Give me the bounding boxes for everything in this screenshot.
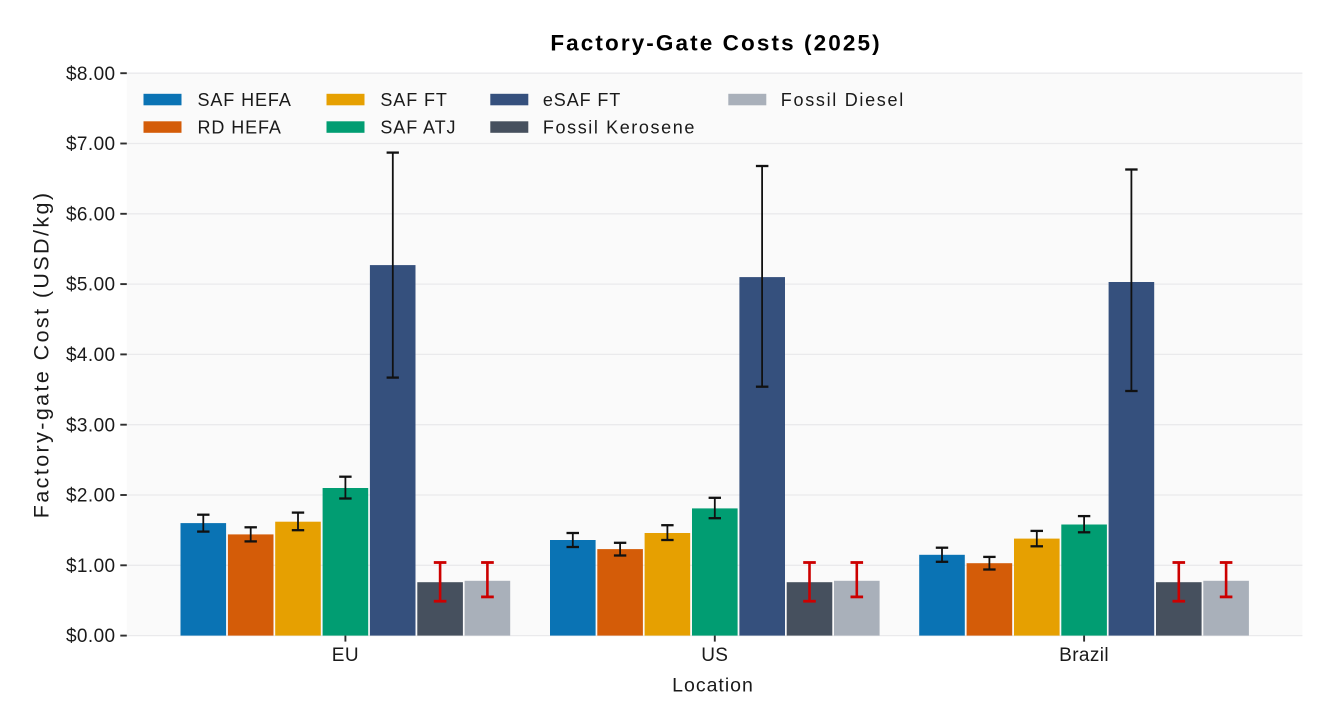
svg-text:$6.00: $6.00 xyxy=(66,204,116,225)
svg-text:$4.00: $4.00 xyxy=(66,345,116,366)
svg-text:Factory-gate Cost (USD/kg): Factory-gate Cost (USD/kg) xyxy=(30,191,54,519)
svg-text:$7.00: $7.00 xyxy=(66,134,116,155)
svg-text:$1.00: $1.00 xyxy=(66,556,116,577)
svg-text:Fossil Diesel: Fossil Diesel xyxy=(781,90,905,110)
svg-text:$8.00: $8.00 xyxy=(66,64,116,85)
svg-text:EU: EU xyxy=(332,645,359,666)
svg-text:$0.00: $0.00 xyxy=(66,626,116,647)
svg-text:eSAF FT: eSAF FT xyxy=(543,90,621,110)
svg-text:Factory-Gate Costs (2025): Factory-Gate Costs (2025) xyxy=(550,31,881,56)
svg-text:$3.00: $3.00 xyxy=(66,415,116,436)
svg-text:$2.00: $2.00 xyxy=(66,486,116,507)
svg-text:Fossil Kerosene: Fossil Kerosene xyxy=(543,117,696,137)
svg-text:Brazil: Brazil xyxy=(1059,645,1109,666)
svg-text:SAF HEFA: SAF HEFA xyxy=(198,90,292,110)
svg-text:$5.00: $5.00 xyxy=(66,275,116,296)
svg-text:SAF FT: SAF FT xyxy=(380,90,447,110)
svg-text:Location: Location xyxy=(672,675,754,697)
svg-text:RD HEFA: RD HEFA xyxy=(198,117,282,137)
svg-text:US: US xyxy=(701,645,728,666)
svg-text:SAF ATJ: SAF ATJ xyxy=(380,117,456,137)
